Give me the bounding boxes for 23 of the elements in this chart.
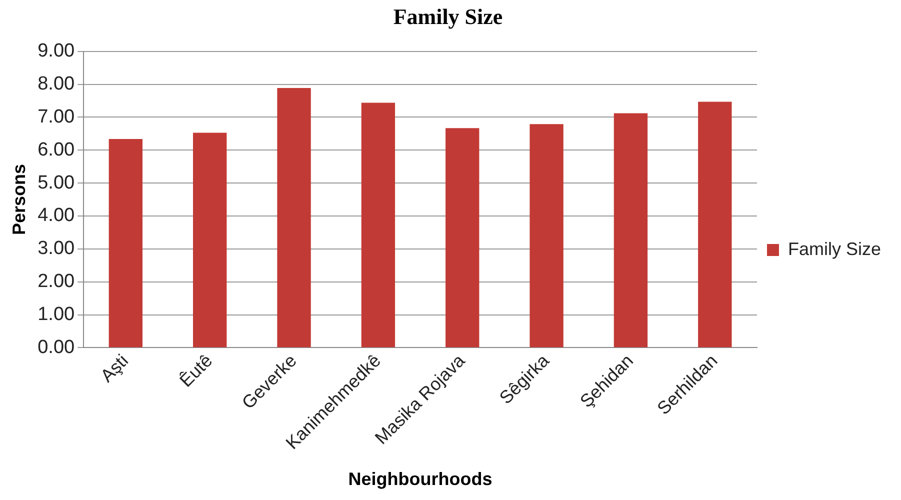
x-axis-title: Neighbourhoods bbox=[348, 469, 492, 490]
y-tick-label: 2.00 bbox=[38, 271, 75, 292]
y-tick-label: 0.00 bbox=[38, 336, 75, 358]
y-axis-title: Persons bbox=[8, 164, 29, 236]
bar bbox=[361, 102, 396, 348]
bar bbox=[277, 88, 311, 348]
y-tick-label: 3.00 bbox=[38, 238, 75, 260]
chart-title: Family Size bbox=[393, 4, 503, 29]
x-tick-label: Aşti bbox=[96, 350, 132, 386]
bar bbox=[108, 138, 143, 348]
y-tick-label: 8.00 bbox=[38, 74, 75, 95]
y-tick-label: 1.00 bbox=[38, 304, 75, 326]
bar bbox=[530, 124, 564, 348]
legend-label: Family Size bbox=[788, 238, 881, 259]
y-tick-label: 9.00 bbox=[38, 40, 75, 62]
y-tick-label: 6.00 bbox=[38, 139, 75, 160]
bar bbox=[446, 128, 480, 348]
bar bbox=[698, 102, 732, 348]
y-tick-label: 7.00 bbox=[38, 106, 75, 128]
y-tick-label: 5.00 bbox=[38, 172, 75, 194]
bar bbox=[614, 113, 648, 348]
bar bbox=[193, 132, 227, 348]
y-tick-label: 4.00 bbox=[38, 205, 75, 226]
